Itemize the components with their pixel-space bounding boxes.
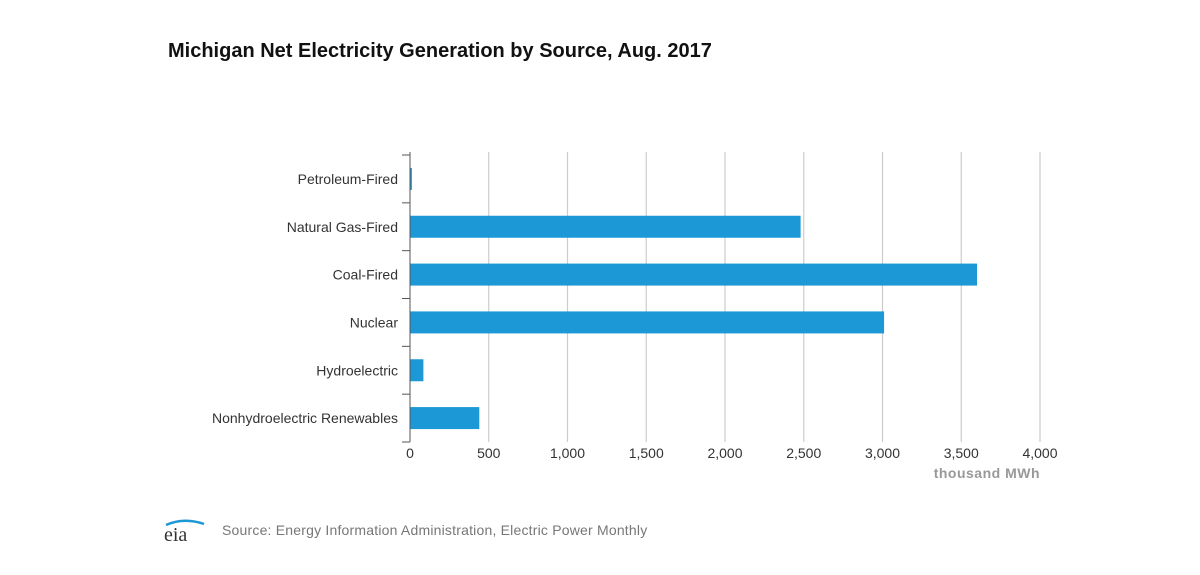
- bar-chart: 0 500 1,000 1,500 2,000 2,500 3,000 3,500 4,000 P…: [212, 152, 1058, 481]
- bar: [410, 263, 977, 286]
- x-tick-label: 1,500: [629, 445, 664, 461]
- bar: [410, 407, 480, 430]
- axes: 0 500 1,000 1,500 2,000 2,500 3,000 3,500 4,000 P…: [212, 152, 1058, 461]
- grid-lines: [488, 152, 1041, 442]
- bar: [410, 215, 801, 238]
- chart-title: Michigan Net Electricity Generation by S…: [168, 40, 712, 62]
- x-tick-label: 2,500: [786, 445, 821, 461]
- x-tick-label: 4,000: [1022, 445, 1057, 461]
- bar: [410, 167, 412, 190]
- x-tick-label: 1,000: [550, 445, 585, 461]
- x-tick-label: 500: [477, 445, 501, 461]
- y-category-label: Nuclear: [350, 314, 399, 330]
- y-category-label: Coal-Fired: [333, 267, 398, 283]
- y-category-label: Natural Gas-Fired: [287, 219, 398, 235]
- x-tick-label: 3,500: [944, 445, 979, 461]
- y-category-label: Hydroelectric: [316, 362, 398, 378]
- bar: [410, 359, 424, 382]
- y-category-label: Nonhydroelectric Renewables: [212, 410, 398, 426]
- source-text: Source: Energy Information Administratio…: [222, 522, 648, 538]
- x-tick-label: 0: [406, 445, 414, 461]
- svg-text:eia: eia: [164, 524, 187, 544]
- eia-logo: eia: [164, 519, 205, 544]
- source-footer: eia Source: Energy Information Administr…: [160, 516, 647, 544]
- x-tick-label: 3,000: [865, 445, 900, 461]
- x-axis-label: thousand MWh: [934, 465, 1040, 481]
- x-tick-label: 2,000: [707, 445, 742, 461]
- bars: [410, 167, 977, 430]
- y-category-label: Petroleum-Fired: [298, 171, 398, 187]
- bar: [410, 311, 885, 334]
